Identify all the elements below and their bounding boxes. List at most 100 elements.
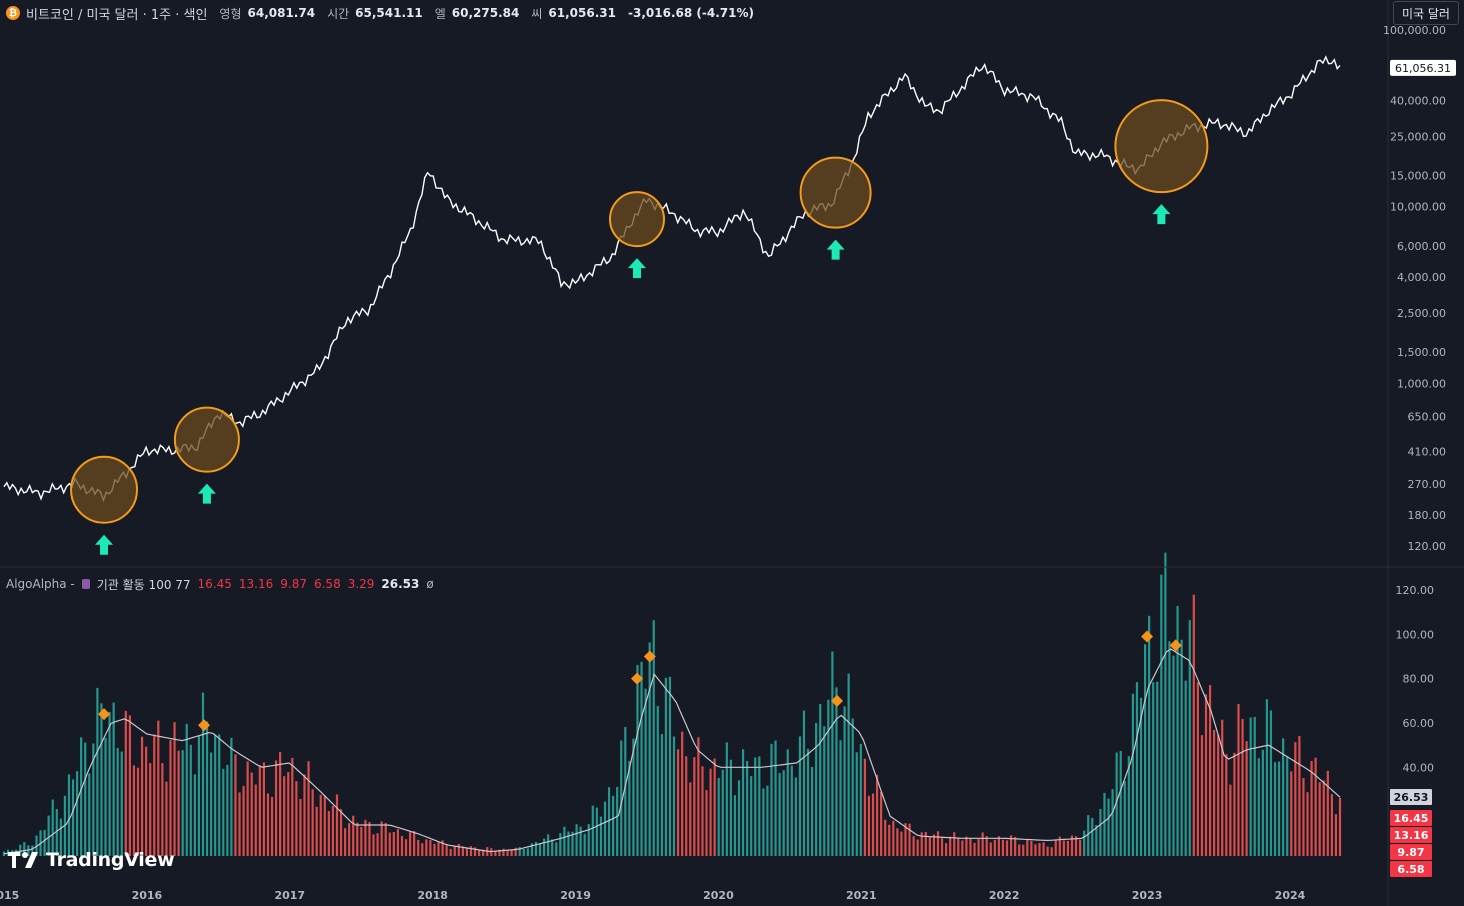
histogram-bar	[185, 723, 188, 856]
histogram-bar	[108, 711, 111, 856]
histogram-bar	[421, 843, 424, 856]
histogram-bar	[729, 759, 732, 856]
indicator-value-2: 13.16	[238, 577, 274, 591]
histogram-bar	[157, 720, 160, 856]
histogram-bar	[981, 832, 984, 856]
histogram-bar	[563, 826, 566, 856]
histogram-bar	[1241, 718, 1244, 856]
histogram-bar	[815, 722, 818, 856]
histogram-bar	[230, 737, 233, 856]
histogram-bar	[1229, 784, 1232, 856]
histogram-bar	[413, 831, 416, 856]
histogram-bar	[1330, 794, 1333, 856]
histogram-bar	[888, 824, 891, 856]
histogram-bar	[709, 768, 712, 856]
histogram-bar	[636, 664, 639, 856]
indicator-tick-label: 60.00	[1403, 717, 1435, 730]
histogram-bar	[1245, 741, 1248, 856]
currency-button[interactable]: 미국 달러	[1393, 1, 1459, 25]
signal-diamond-icon	[198, 719, 211, 732]
price-tick-label: 2,500.00	[1397, 307, 1446, 320]
histogram-bar	[859, 743, 862, 856]
indicator-name[interactable]: AlgoAlpha -	[6, 577, 75, 591]
histogram-bar	[1168, 641, 1171, 856]
symbol-title[interactable]: 비트코인 / 미국 달러 · 1주 · 색인	[26, 7, 208, 23]
signal-diamond-icon	[98, 708, 111, 721]
indicator-chart	[2, 552, 1342, 856]
histogram-bar	[1290, 771, 1293, 856]
histogram-bar	[989, 842, 992, 856]
histogram-bar	[31, 845, 34, 856]
histogram-bar	[425, 839, 428, 856]
x-tick-label: 2018	[417, 889, 448, 902]
histogram-bar	[957, 837, 960, 856]
histogram-bar	[348, 823, 351, 856]
histogram-bar	[831, 651, 834, 856]
indicator-icon	[81, 579, 90, 589]
histogram-bar	[965, 836, 968, 856]
histogram-bar	[372, 834, 375, 856]
histogram-bar	[315, 806, 318, 856]
histogram-bar	[1095, 824, 1098, 856]
histogram-bar	[120, 751, 123, 856]
histogram-bar	[502, 848, 505, 856]
histogram-bar	[23, 842, 26, 856]
histogram-bar	[323, 795, 326, 856]
histogram-bar	[67, 774, 71, 856]
histogram-bar	[1180, 639, 1183, 856]
indicator-value-label: 13.16	[1394, 829, 1429, 842]
histogram-bar	[819, 704, 822, 856]
indicator-value-3: 9.87	[280, 577, 307, 591]
histogram-bar	[770, 743, 773, 856]
histogram-bar	[165, 781, 168, 856]
histogram-bar	[510, 850, 513, 856]
histogram-bar	[201, 692, 205, 856]
histogram-bar	[1310, 761, 1313, 856]
histogram-bar	[892, 820, 895, 856]
price-tick-label: 120.00	[1408, 540, 1447, 553]
histogram-bar	[1233, 752, 1236, 856]
histogram-bar	[932, 834, 936, 856]
histogram-bar	[587, 824, 590, 856]
histogram-bar	[713, 758, 716, 856]
indicator-value-tag	[1390, 844, 1432, 860]
indicator-tick-label: 40.00	[1403, 761, 1435, 774]
histogram-bar	[307, 761, 310, 856]
price-tick-label: 410.00	[1408, 446, 1447, 459]
histogram-bar	[210, 752, 213, 856]
indicator-value-1: 16.45	[197, 577, 232, 591]
indicator-legend[interactable]: AlgoAlpha - 기관 활동 100 77 16.45 13.16 9.8…	[6, 576, 434, 592]
indicator-value-label: 16.45	[1394, 812, 1429, 825]
histogram-bar	[1062, 840, 1065, 856]
histogram-bar	[205, 721, 209, 856]
histogram-bar	[80, 737, 83, 856]
histogram-bar	[303, 774, 306, 856]
price-tick-label: 1,500.00	[1397, 346, 1446, 359]
histogram-bar	[96, 687, 99, 856]
histogram-bar	[896, 828, 899, 856]
histogram-bar	[51, 799, 54, 856]
histogram-bar	[936, 831, 940, 856]
x-tick-label: 2016	[132, 889, 163, 902]
histogram-bar	[1318, 782, 1321, 856]
histogram-bar	[640, 661, 643, 856]
histogram-bar	[352, 815, 355, 856]
histogram-bar	[620, 740, 623, 856]
histogram-bar	[514, 847, 517, 856]
histogram-bar	[750, 776, 753, 856]
histogram-bar	[1111, 789, 1114, 856]
histogram-bar	[1225, 754, 1228, 856]
histogram-bar	[453, 846, 456, 856]
tradingview-logo[interactable]: TradingView	[8, 849, 175, 871]
histogram-bar	[847, 673, 850, 856]
histogram-bar	[733, 795, 737, 856]
histogram-bar	[1099, 808, 1102, 856]
histogram-bar	[607, 787, 611, 856]
low-value: 60,275.84	[451, 6, 520, 20]
histogram-bar	[599, 816, 603, 856]
indicator-value-label: 9.87	[1397, 846, 1424, 859]
price-tick-label: 15,000.00	[1390, 170, 1446, 183]
histogram-bar	[1249, 717, 1252, 856]
histogram-bar	[1221, 719, 1224, 856]
